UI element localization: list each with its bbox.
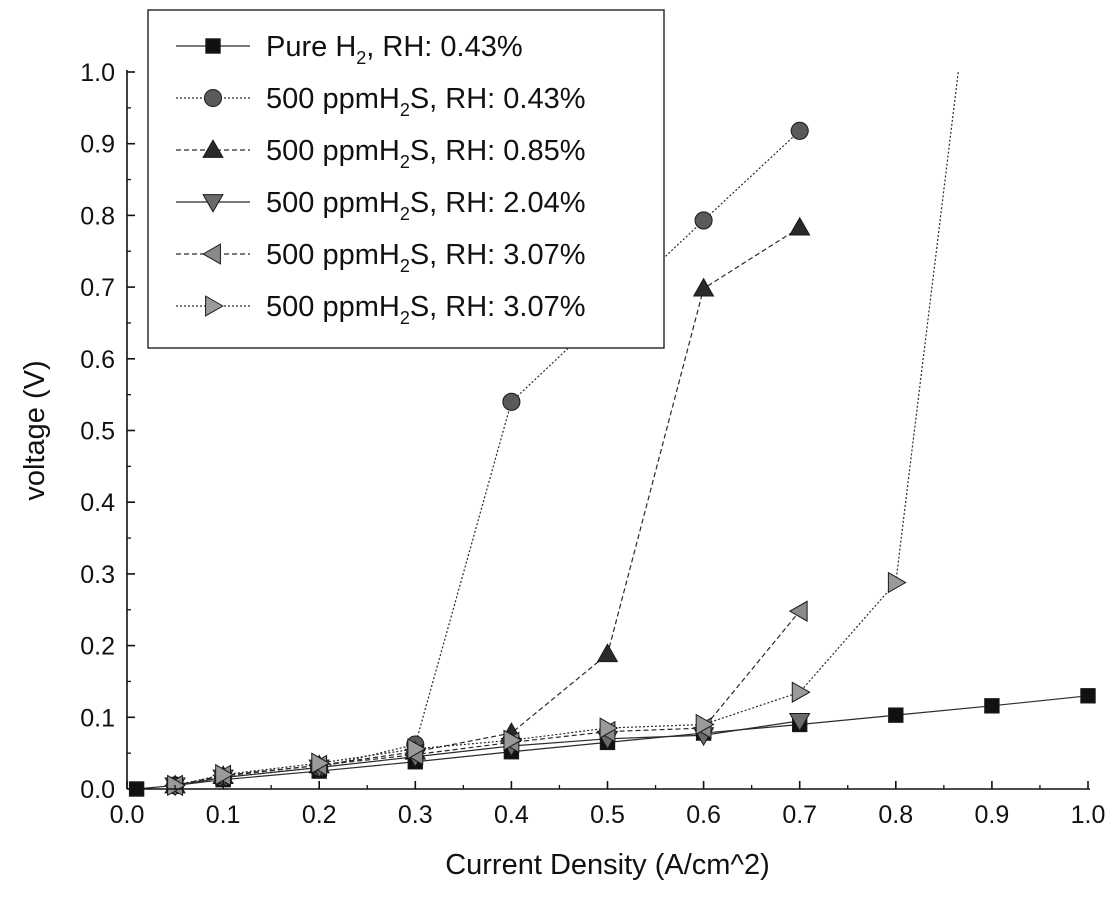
data-point-triangle-right <box>311 752 331 774</box>
y-tick-label: 0.8 <box>80 202 115 230</box>
x-tick-label: 0.7 <box>782 801 817 829</box>
x-tick-label: 0.6 <box>686 801 721 829</box>
legend-item: 500 ppmH2S, RH: 2.04% <box>176 187 586 224</box>
y-tick-label: 1.0 <box>80 59 115 87</box>
x-tick-label: 0.1 <box>206 801 241 829</box>
legend-label: 500 ppmH2S, RH: 0.85% <box>266 135 586 172</box>
x-tick-label: 0.5 <box>590 801 625 829</box>
y-tick-label: 0.7 <box>80 274 115 302</box>
y-tick-label: 0.6 <box>80 346 115 374</box>
legend-label: 500 ppmH2S, RH: 3.07% <box>266 239 586 276</box>
x-tick-label: 0.3 <box>398 801 433 829</box>
legend-label: 500 ppmH2S, RH: 2.04% <box>266 187 586 224</box>
data-point-triangle-right <box>695 713 715 736</box>
x-tick-label: 0.0 <box>110 801 145 829</box>
data-point-triangle-up <box>596 643 619 663</box>
data-point-triangle-up <box>692 277 715 297</box>
data-point-square <box>205 38 221 54</box>
axes <box>126 70 1090 790</box>
x-tick-label: 0.2 <box>302 801 337 829</box>
series-line-5 <box>174 610 801 787</box>
series-markers-6 <box>167 571 907 797</box>
y-axis-title: voltage (V) <box>19 360 51 500</box>
data-point-circle <box>694 211 713 230</box>
y-ticks: 0.0 0.1 0.2 0.3 0.4 0.5 0.6 0.7 0.8 0.9 1.0 <box>80 59 135 804</box>
series-markers-1 <box>128 688 1096 797</box>
data-point-triangle-right <box>205 295 224 317</box>
y-tick-label: 0.3 <box>80 561 115 589</box>
legend: Pure H2, RH: 0.43% 500 ppmH2S, RH: 0.43% 5… <box>147 9 665 349</box>
legend-label: Pure H2, RH: 0.43% <box>266 31 523 68</box>
data-point-triangle-left <box>788 600 808 622</box>
legend-item: 500 ppmH2S, RH: 3.07% <box>176 239 586 276</box>
y-tick-label: 0.9 <box>80 131 115 159</box>
data-point-triangle-right <box>599 717 619 739</box>
legend-item: 500 ppmH2S, RH: 0.43% <box>176 83 586 120</box>
data-point-square <box>1080 688 1096 704</box>
series-line-4 <box>174 720 800 787</box>
data-point-circle <box>502 392 521 411</box>
data-point-triangle-right <box>407 738 427 760</box>
x-tick-label: 0.4 <box>494 801 529 829</box>
data-point-triangle-up <box>788 216 811 236</box>
y-tick-label: 0.4 <box>80 489 115 517</box>
series-markers-5 <box>164 600 808 797</box>
y-tick-label: 0.2 <box>80 633 115 661</box>
plot-markers <box>128 121 1096 797</box>
x-tick-label: 0.8 <box>878 801 913 829</box>
legend-item: Pure H2, RH: 0.43% <box>176 31 523 68</box>
legend-box <box>147 9 665 349</box>
y-tick-label: 0.5 <box>80 418 115 446</box>
y-tick-label: 0.0 <box>80 776 115 804</box>
legend-label: 500 ppmH2S, RH: 3.07% <box>266 291 586 328</box>
x-tick-label: 0.9 <box>975 801 1010 829</box>
legend-item: 500 ppmH2S, RH: 0.85% <box>176 135 586 172</box>
data-point-triangle-right <box>887 571 907 594</box>
data-point-triangle-right <box>215 763 235 786</box>
x-axis-title: Current Density (A/cm^2) <box>445 849 770 881</box>
series-line-6 <box>174 71 959 787</box>
legend-item: 500 ppmH2S, RH: 3.07% <box>176 291 586 328</box>
data-point-triangle-right <box>167 774 186 797</box>
legend-label: 500 ppmH2S, RH: 0.43% <box>266 83 586 120</box>
data-point-circle <box>790 121 809 140</box>
data-point-triangle-left <box>202 243 221 265</box>
data-point-circle <box>203 88 223 108</box>
data-point-triangle-down <box>202 194 224 213</box>
data-point-triangle-right <box>791 681 811 703</box>
data-point-triangle-down <box>788 712 811 732</box>
x-tick-label: 1.0 <box>1071 801 1106 829</box>
data-point-square <box>888 707 904 723</box>
data-point-triangle-right <box>503 729 523 752</box>
data-point-square <box>984 698 1000 714</box>
data-point-triangle-up <box>202 139 224 158</box>
x-ticks: 0.0 0.1 0.2 0.3 0.4 0.5 0.6 0.7 0.8 0.9 1.0 <box>110 781 1106 829</box>
y-tick-label: 0.1 <box>80 704 115 732</box>
